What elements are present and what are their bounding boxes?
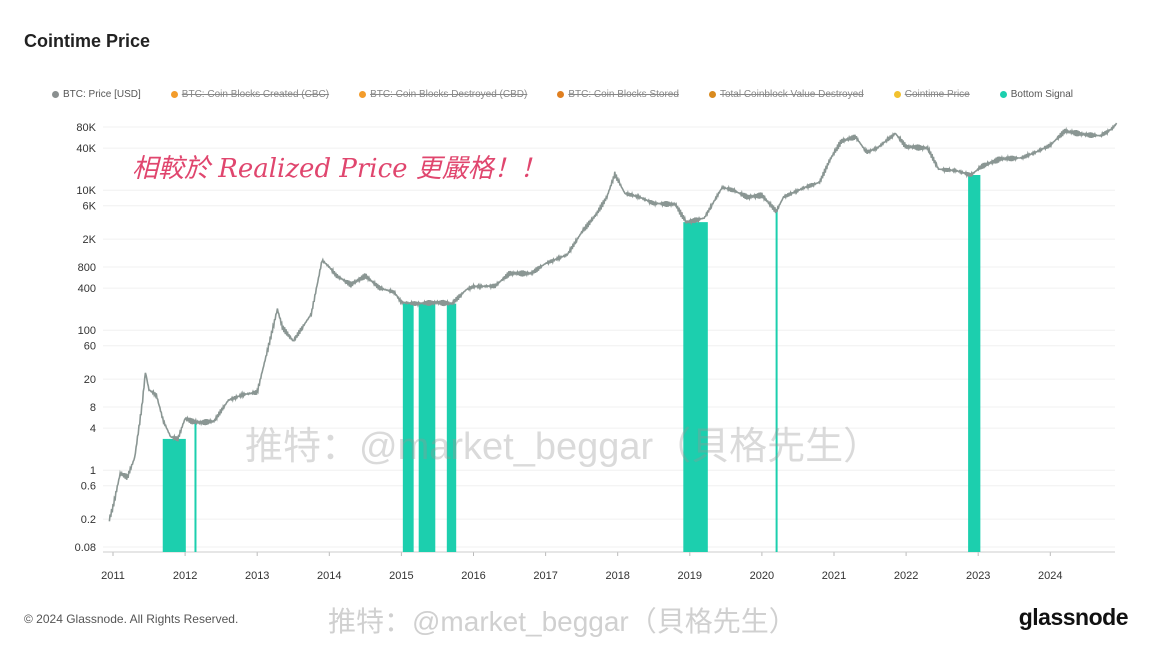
x-tick-label: 2024 (1038, 570, 1062, 582)
copyright: © 2024 Glassnode. All Rights Reserved. (24, 612, 239, 626)
y-tick-label: 800 (78, 262, 96, 274)
bottom-signal-bar (418, 303, 436, 552)
y-tick-label: 1 (90, 465, 96, 477)
legend-label: BTC: Coin Blocks Destroyed (CBD) (370, 89, 528, 100)
bottom-signal-bar (775, 211, 778, 552)
legend-item[interactable]: Bottom Signal (999, 89, 1074, 100)
legend-dot-icon (359, 91, 367, 98)
x-tick-label: 2018 (605, 570, 629, 582)
price-line (108, 122, 1118, 522)
bottom-signal-bar (162, 438, 186, 552)
bottom-signal-bar (446, 303, 457, 552)
legend-item[interactable]: Total Coinblock Value Destroyed (708, 89, 864, 100)
x-tick-label: 2013 (245, 570, 269, 582)
annotation: 相較於 Realized Price 更嚴格！！ (132, 154, 546, 184)
x-tick-label: 2023 (966, 570, 990, 582)
legend-dot-icon (170, 91, 178, 98)
legend-label: BTC: Coin Blocks Stored (568, 89, 679, 100)
y-tick-label: 80K (76, 122, 96, 134)
bottom-signal-bar (194, 421, 197, 552)
legend: BTC: Price [USD] BTC: Coin Blocks Created… (52, 89, 1103, 100)
x-tick-label: 2012 (173, 570, 197, 582)
legend-item[interactable]: Cointime Price (893, 89, 970, 100)
x-tick-label: 2020 (750, 570, 774, 582)
legend-label: Total Coinblock Value Destroyed (719, 89, 864, 100)
x-tick-label: 2017 (533, 570, 557, 582)
glassnode-logo: glassnode (1018, 604, 1129, 630)
x-tick-label: 2019 (678, 570, 702, 582)
y-tick-label: 6K (83, 201, 97, 213)
watermark-footer: 推特：@market_beggar（貝格先生） (328, 606, 797, 637)
x-tick-label: 2011 (101, 570, 125, 582)
x-tick-label: 2021 (822, 570, 846, 582)
y-tick-label: 2K (83, 234, 97, 246)
legend-dot-icon (708, 91, 716, 98)
y-tick-label: 4 (90, 423, 96, 435)
legend-label: Cointime Price (904, 89, 970, 100)
x-tick-label: 2015 (389, 570, 413, 582)
y-tick-label: 400 (78, 283, 96, 295)
y-tick-label: 60 (84, 341, 96, 353)
bottom-signal-bar (683, 222, 708, 552)
watermark: 推特：@market_beggar（貝格先生） (245, 426, 882, 468)
y-tick-label: 100 (78, 325, 96, 337)
y-tick-label: 0.08 (75, 542, 96, 554)
legend-dot-icon (557, 91, 565, 98)
y-tick-label: 0.2 (81, 514, 96, 526)
legend-dot-icon (999, 91, 1007, 98)
x-tick-label: 2016 (461, 570, 485, 582)
legend-dot-icon (893, 91, 901, 98)
legend-label: BTC: Coin Blocks Created (CBC) (181, 89, 330, 100)
y-tick-label: 40K (76, 143, 96, 155)
legend-item[interactable]: BTC: Coin Blocks Created (CBC) (170, 89, 330, 100)
legend-label: Bottom Signal (1010, 89, 1074, 100)
y-tick-label: 10K (76, 185, 96, 197)
y-tick-label: 20 (84, 374, 96, 386)
legend-item[interactable]: BTC: Price [USD] (52, 89, 141, 100)
legend-item[interactable]: BTC: Coin Blocks Destroyed (CBD) (359, 89, 527, 100)
x-tick-label: 2022 (894, 570, 918, 582)
legend-dot-icon (52, 91, 59, 98)
y-tick-label: 0.6 (81, 481, 96, 493)
x-tick-label: 2014 (317, 570, 341, 582)
page-title: Cointime Price (24, 31, 151, 51)
legend-label: BTC: Price [USD] (63, 89, 141, 100)
legend-item[interactable]: BTC: Coin Blocks Stored (557, 89, 679, 100)
y-tick-label: 8 (90, 402, 96, 414)
bottom-signal-bar (402, 303, 414, 552)
bottom-signal-bar (968, 174, 981, 552)
